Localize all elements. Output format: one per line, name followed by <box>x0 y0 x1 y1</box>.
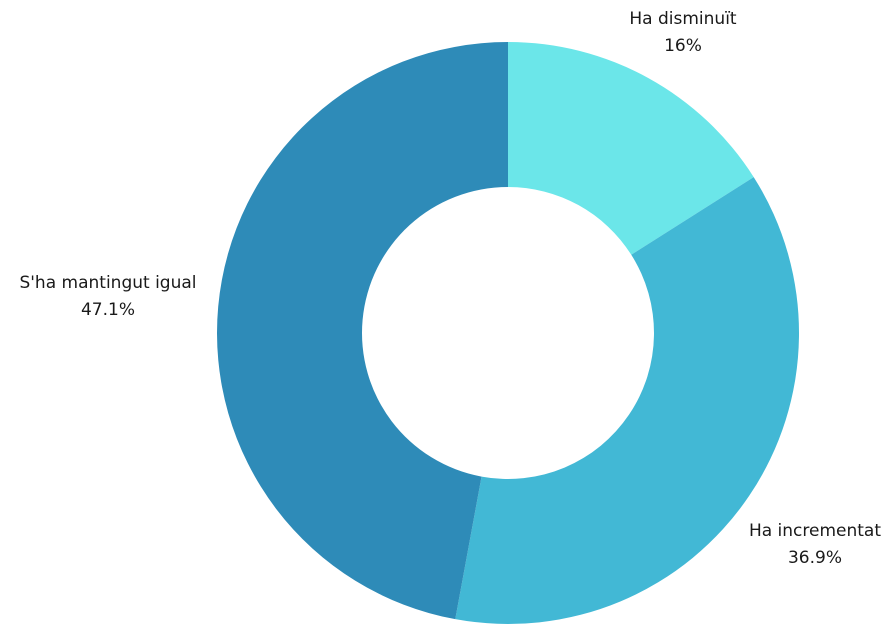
slice-label-ha-disminuit: Ha disminuït <box>629 9 737 29</box>
slice-ha-incrementat <box>455 177 799 624</box>
slice-value-ha-disminuit: 16% <box>664 36 702 56</box>
slice-ha-disminuit <box>508 42 754 255</box>
slice-label-ha-incrementat: Ha incrementat <box>749 521 881 541</box>
slice-s-ha-mantingut-igual <box>216 42 508 620</box>
slices-layer <box>216 42 799 624</box>
slice-value-ha-incrementat: 36.9% <box>788 548 842 568</box>
labels-layer: Ha disminuït 16% Ha incrementat 36.9% S'ha m… <box>19 9 881 568</box>
slice-label-s-ha-mantingut-igual: S'ha mantingut igual <box>19 273 196 293</box>
slice-value-s-ha-mantingut-igual: 47.1% <box>81 300 135 320</box>
